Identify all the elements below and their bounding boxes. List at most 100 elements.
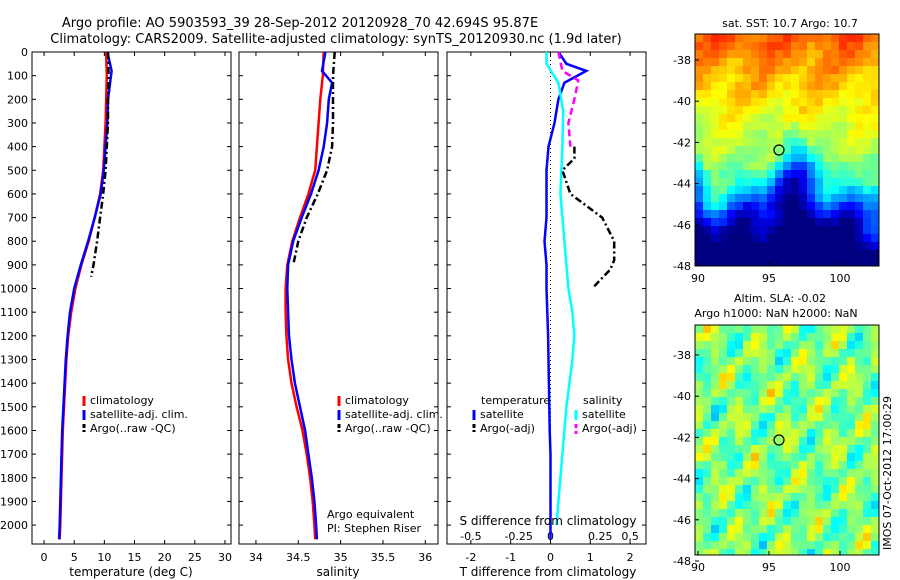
map-cell [847, 453, 855, 461]
map-cell [871, 66, 879, 74]
map-cell [863, 501, 871, 509]
map-cell [767, 90, 775, 98]
map-cell [711, 226, 719, 234]
map-cell [871, 389, 879, 397]
map-cell [839, 509, 847, 517]
map-cell [703, 194, 711, 202]
map-cell [807, 226, 815, 234]
map-cell [711, 106, 719, 114]
map-cell [799, 130, 807, 138]
map-cell [863, 106, 871, 114]
map-cell [807, 170, 815, 178]
map-cell [703, 389, 711, 397]
map-cell [831, 461, 839, 469]
map-cell [759, 74, 767, 82]
map-cell [847, 162, 855, 170]
map-cell [727, 533, 735, 541]
map-cell [767, 218, 775, 226]
map-cell [751, 242, 759, 250]
map-y-tick-label: -44 [673, 473, 691, 486]
map-cell [743, 258, 751, 266]
map-cell [823, 186, 831, 194]
map-cell [719, 162, 727, 170]
map-cell [847, 186, 855, 194]
map-cell [847, 501, 855, 509]
map-cell [807, 122, 815, 130]
map-cell [767, 146, 775, 154]
map-cell [799, 50, 807, 58]
map-cell [759, 413, 767, 421]
map-cell [735, 106, 743, 114]
map-cell [735, 250, 743, 258]
map-cell [839, 549, 847, 555]
map-cell [751, 365, 759, 373]
map-cell [751, 429, 759, 437]
map-y-tick-label: -48 [673, 555, 691, 568]
map-cell [695, 34, 703, 42]
map-cell [783, 493, 791, 501]
series-line-0 [58, 51, 109, 540]
map-cell [711, 98, 719, 106]
map-cell [807, 485, 815, 493]
map-cell [807, 541, 815, 549]
map-cell [783, 34, 791, 42]
map-cell [863, 429, 871, 437]
map-cell [839, 186, 847, 194]
map-cell [863, 178, 871, 186]
map-cell [847, 130, 855, 138]
map-y-tick-label: -42 [673, 431, 691, 444]
map-cell [735, 333, 743, 341]
map-cell [823, 194, 831, 202]
map-cell [751, 381, 759, 389]
map-cell [703, 242, 711, 250]
map-cell [735, 365, 743, 373]
map-cell [767, 357, 775, 365]
map-cell [743, 357, 751, 365]
map-cell [791, 50, 799, 58]
map-cell [759, 485, 767, 493]
map-cell [839, 66, 847, 74]
map-cell [791, 178, 799, 186]
map-cell [815, 541, 823, 549]
map-x-tick-label: 100 [830, 272, 851, 285]
map-cell [767, 162, 775, 170]
map-cell [783, 98, 791, 106]
map-cell [783, 549, 791, 555]
map-y-tick-label: -46 [673, 219, 691, 232]
map-cell [695, 429, 703, 437]
map-cell [735, 90, 743, 98]
map-cell [767, 349, 775, 357]
map-cell [871, 242, 879, 250]
map-cell [839, 98, 847, 106]
map-cell [695, 509, 703, 517]
map-cell [711, 373, 719, 381]
map-cell [759, 333, 767, 341]
map-cell [823, 453, 831, 461]
map-cell [815, 325, 823, 333]
map-cell [767, 242, 775, 250]
map-cell [799, 234, 807, 242]
map-cell [823, 106, 831, 114]
map-cell [743, 114, 751, 122]
map-cell [759, 461, 767, 469]
map-cell [743, 413, 751, 421]
map-cell [807, 477, 815, 485]
map-y-tick-label: -38 [673, 349, 691, 362]
map-cell [703, 485, 711, 493]
map-cell [759, 525, 767, 533]
map-cell [871, 170, 879, 178]
map-cell [703, 162, 711, 170]
map-cell [695, 405, 703, 413]
map-cell [871, 517, 879, 525]
map-cell [855, 509, 863, 517]
map-cell [855, 114, 863, 122]
y-tick-label: 1400 [0, 377, 28, 390]
map-cell [791, 170, 799, 178]
map-cell [735, 186, 743, 194]
map-cell [783, 162, 791, 170]
map-cell [855, 106, 863, 114]
map-cell [807, 202, 815, 210]
map-cell [711, 325, 719, 333]
map-cell [695, 258, 703, 266]
map-cell [767, 325, 775, 333]
